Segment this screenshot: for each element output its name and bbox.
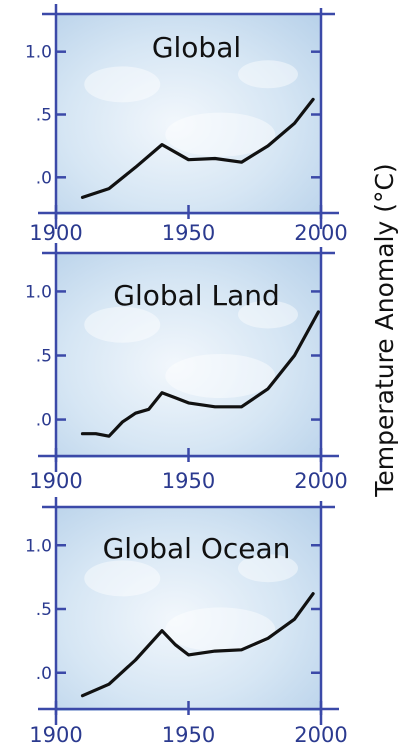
watercolor-highlight	[165, 354, 276, 398]
y-tick-label: .0	[36, 664, 52, 684]
x-tick-label: 2000	[294, 221, 347, 245]
chart-panel-3: 1.0 .5 .0 1900 1950 2000 Global Ocean	[25, 497, 348, 747]
y-tick-label: .0	[36, 411, 52, 431]
watercolor-highlight	[238, 554, 298, 583]
temperature-anomaly-line	[80, 97, 315, 199]
x-tick-label: 1900	[29, 221, 82, 245]
watercolor-highlight	[165, 607, 276, 652]
y-tick-label: 1.0	[25, 282, 52, 302]
plot-area	[56, 14, 321, 215]
plot-area	[56, 507, 321, 711]
x-tick-label: 1900	[29, 469, 82, 493]
plot-area	[56, 253, 321, 458]
watercolor-highlight	[165, 112, 276, 157]
x-tick-label: 1950	[162, 469, 215, 493]
y-tick-label: .0	[36, 168, 52, 188]
temperature-anomaly-line	[80, 310, 320, 438]
y-axis-side-label: Temperature Anomaly (°C)	[370, 163, 399, 497]
watercolor-highlight	[238, 60, 298, 89]
chart-title: Global	[152, 31, 241, 64]
chart-title: Global Ocean	[103, 532, 291, 565]
chart-panel-2: 1.0 .5 .0 1900 1950 2000 Global Land	[25, 243, 348, 493]
y-tick-label: 1.0	[25, 536, 52, 556]
chart-title: Global Land	[113, 279, 280, 312]
y-tick-label: .5	[36, 106, 52, 126]
x-tick-label: 1950	[162, 221, 215, 245]
x-tick-label: 2000	[294, 469, 347, 493]
watercolor-highlight	[238, 300, 298, 329]
watercolor-highlight	[84, 306, 161, 343]
y-tick-label: 1.0	[25, 43, 52, 63]
chart-panel-1: 1.0 .5 .0 1900 1950 2000 Global	[25, 4, 348, 245]
watercolor-highlight	[84, 560, 161, 597]
watercolor-highlight	[84, 66, 161, 103]
y-tick-label: .5	[36, 600, 52, 620]
x-tick-label: 1900	[29, 723, 82, 747]
x-tick-label: 1950	[162, 723, 215, 747]
temperature-anomaly-line	[80, 592, 315, 698]
x-tick-label: 2000	[294, 723, 347, 747]
y-tick-label: .5	[36, 347, 52, 367]
